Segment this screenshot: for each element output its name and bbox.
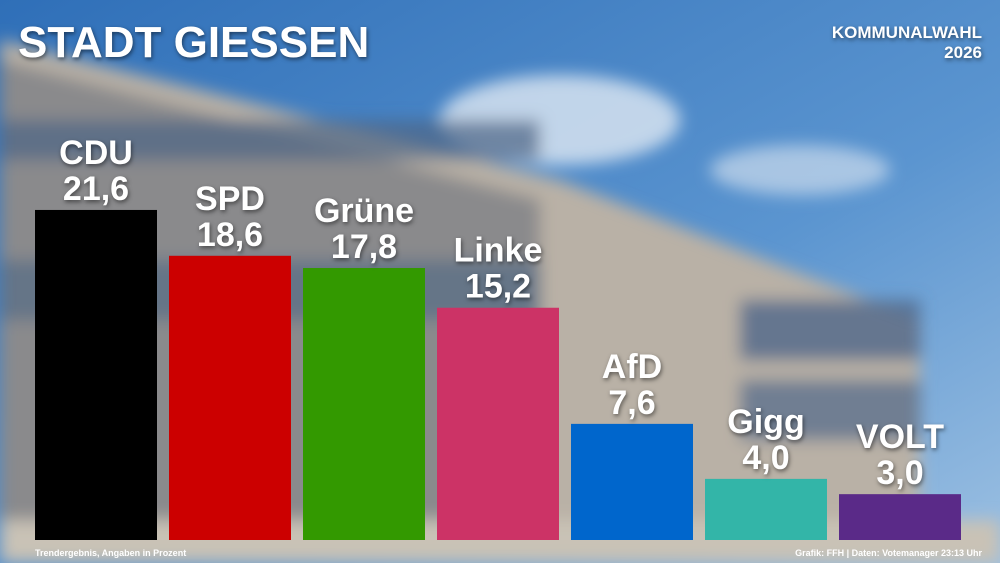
value-label: 21,6: [63, 170, 129, 208]
footnote: Trendergebnis, Angaben in Prozent: [35, 548, 186, 558]
value-label: 15,2: [465, 268, 531, 306]
category-label: Gigg: [727, 403, 804, 441]
category-label: VOLT: [856, 418, 944, 456]
value-label: 17,8: [331, 228, 397, 266]
chart-subtitle: 2026: [944, 43, 982, 62]
chart-subtitle: KOMMUNALWAHL: [832, 23, 982, 42]
bar: [169, 255, 291, 541]
category-label: SPD: [195, 180, 265, 218]
bar: [35, 209, 157, 540]
category-label: Linke: [454, 232, 543, 270]
bar: [303, 268, 425, 540]
category-label: CDU: [59, 134, 133, 172]
chart-title: STADT GIESSEN: [18, 18, 369, 67]
bar: [705, 478, 827, 540]
value-label: 4,0: [742, 439, 789, 477]
value-label: 3,0: [876, 454, 923, 492]
value-label: 7,6: [608, 384, 655, 422]
bar: [571, 423, 693, 540]
category-label: AfD: [602, 348, 662, 386]
bar: [839, 494, 961, 540]
bar: [437, 307, 559, 540]
category-label: Grüne: [314, 192, 414, 230]
footnote: Grafik: FFH | Daten: Votemanager 23:13 U…: [795, 548, 982, 558]
value-label: 18,6: [197, 216, 263, 254]
